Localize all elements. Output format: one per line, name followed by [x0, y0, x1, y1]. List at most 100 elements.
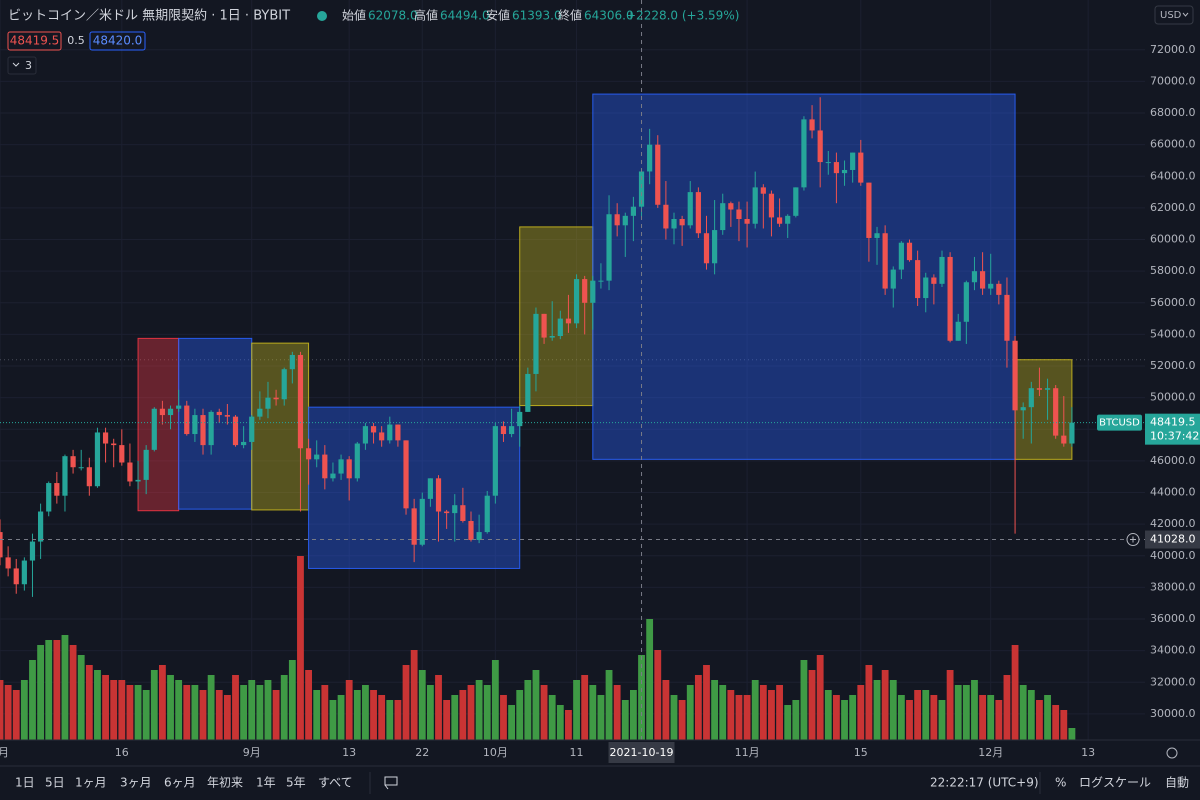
candle-body	[167, 408, 174, 416]
candle-body	[427, 478, 433, 499]
ohlc-label: 始値	[342, 8, 366, 23]
volume-bar	[94, 670, 101, 740]
volume-bar	[475, 680, 483, 740]
x-tick-label: 11月	[735, 746, 760, 759]
volume-bar	[370, 690, 377, 740]
candle-body	[744, 218, 750, 224]
candle-body	[387, 424, 393, 441]
candle-body	[768, 193, 775, 218]
volume-bar	[995, 700, 1003, 740]
volume-bar	[288, 660, 296, 740]
volume-bar	[694, 675, 702, 740]
range-button[interactable]: 5日	[45, 776, 65, 790]
range-button[interactable]: 1日	[15, 776, 35, 790]
currency-select[interactable]	[1154, 5, 1194, 25]
candle-body	[858, 152, 864, 183]
candle-body	[720, 203, 726, 231]
volume-bar	[743, 695, 751, 740]
buy-price[interactable]: 48420.0	[93, 34, 143, 48]
candle-body	[525, 373, 531, 412]
candle-body	[411, 508, 417, 545]
percent-toggle[interactable]: %	[1055, 776, 1066, 790]
settings-icon[interactable]	[1166, 747, 1178, 759]
volume-bar	[215, 690, 223, 740]
indicator-toggle[interactable]	[7, 56, 37, 75]
candle-body	[1061, 435, 1067, 444]
x-tick-label: 8月	[0, 746, 9, 759]
volume-bar	[118, 680, 126, 740]
volume-bar	[621, 700, 629, 740]
price-tag-bg	[1145, 413, 1200, 445]
volume-bar	[686, 685, 694, 740]
log-toggle[interactable]: ログスケール	[1079, 776, 1151, 790]
candle-body	[679, 218, 685, 226]
range-button[interactable]: 年初来	[207, 776, 243, 790]
candle-body	[923, 277, 929, 299]
auto-toggle[interactable]: 自動	[1165, 776, 1189, 790]
volume-bar	[914, 690, 922, 740]
candle-body	[38, 511, 44, 542]
compare-icon[interactable]	[384, 776, 398, 790]
volume-bar	[459, 690, 467, 740]
volume-bar	[548, 695, 556, 740]
symbol-tag: BTCUSD	[1099, 418, 1140, 429]
candle-body	[29, 541, 36, 561]
volume-bar	[897, 695, 905, 740]
candle-body	[931, 277, 937, 284]
x-tick-label: 10月	[483, 746, 508, 759]
range-button[interactable]: 1ヶ月	[75, 776, 107, 790]
buy-button[interactable]	[89, 31, 146, 51]
volume-bar	[906, 700, 913, 740]
status-dot	[317, 11, 327, 21]
sell-button[interactable]	[7, 31, 62, 51]
candle-body	[638, 171, 645, 207]
candle-body	[143, 449, 149, 480]
volume-bar	[175, 680, 183, 740]
volume-bar	[1011, 645, 1019, 740]
range-button[interactable]: 5年	[286, 776, 306, 790]
candle-body	[988, 283, 994, 289]
plus-icon	[1130, 536, 1136, 543]
volume-bar	[849, 695, 857, 740]
candle-body	[338, 459, 344, 474]
indicator-count[interactable]: 3	[25, 59, 32, 72]
range-button[interactable]: 1年	[256, 776, 276, 790]
candle-body	[809, 119, 815, 131]
volume-bar	[946, 670, 954, 740]
volume-bar	[857, 685, 865, 740]
volume-bar	[240, 685, 248, 740]
candle-body	[94, 432, 101, 487]
candle-body	[793, 187, 799, 216]
y-tick-label: 66000.0	[1150, 138, 1196, 151]
candle-body	[1020, 407, 1026, 411]
sell-price[interactable]: 48419.5	[10, 34, 60, 48]
candle-body	[484, 495, 490, 533]
range-button[interactable]: 6ヶ月	[164, 776, 196, 790]
volume-bar	[670, 695, 678, 740]
volume-bar	[378, 695, 386, 740]
volume-bar	[565, 710, 572, 740]
range-button[interactable]: すべて	[318, 776, 353, 790]
candle-body	[135, 479, 141, 482]
volume-bar	[841, 700, 848, 740]
volume-bar	[1036, 700, 1043, 740]
volume-bar	[881, 670, 889, 740]
volume-bar	[524, 680, 532, 740]
candle-body	[882, 233, 888, 289]
volume-bar	[751, 680, 759, 740]
currency[interactable]: USD	[1160, 10, 1182, 21]
volume-bar	[792, 700, 800, 740]
candle-body	[614, 214, 620, 226]
range-box	[519, 226, 594, 407]
candle-body	[127, 462, 133, 482]
volume-bar	[678, 700, 686, 740]
y-tick-label: 36000.0	[1150, 612, 1196, 625]
candle-body	[703, 233, 710, 264]
volume-bar	[833, 695, 840, 740]
volume-bar	[29, 660, 36, 740]
range-button[interactable]: 3ヶ月	[120, 776, 152, 790]
y-tick-label: 70000.0	[1150, 74, 1196, 87]
candle-body	[622, 215, 628, 226]
volume-bar	[954, 685, 962, 740]
candle-body	[314, 454, 320, 460]
